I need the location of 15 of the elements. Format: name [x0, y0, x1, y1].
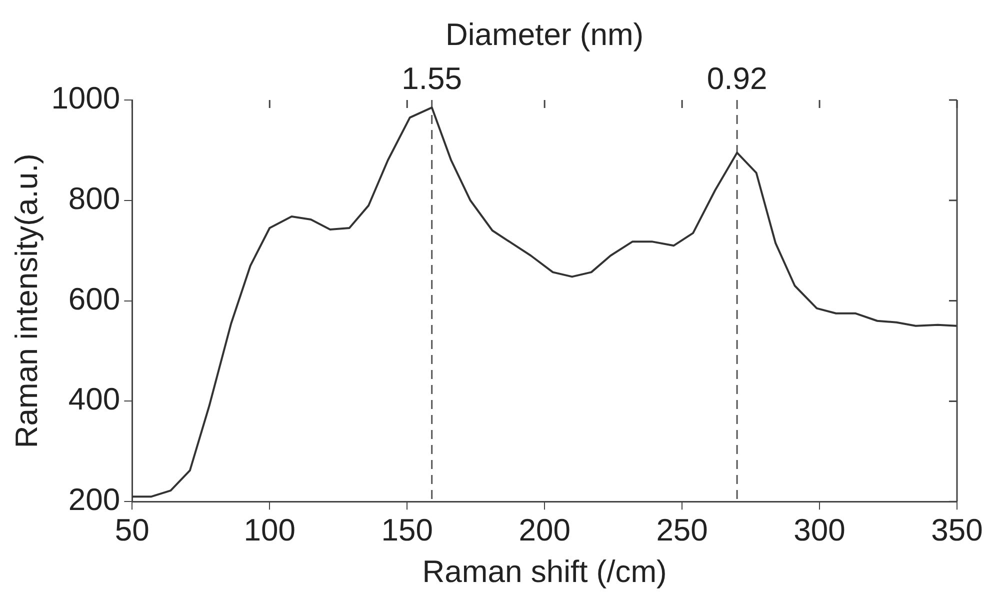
text: 1.55 [402, 61, 462, 96]
x-tick-label: 150 [381, 512, 433, 548]
x-tick-label: 200 [518, 512, 570, 548]
y-tick-label: 800 [68, 180, 120, 216]
x-tick-label: 300 [794, 512, 846, 548]
x2-axis-title: Diameter (nm) [446, 17, 644, 52]
text: 0.92 [706, 61, 768, 96]
y-tick-label: 1000 [51, 80, 120, 116]
x-tick-label: 250 [656, 512, 708, 548]
y-tick-label: 600 [68, 281, 120, 316]
x-tick-label: 350 [931, 512, 983, 548]
x-tick-label: 100 [244, 512, 296, 548]
x-axis-title: Raman shift (/cm) [422, 554, 667, 589]
y-axis-title: Raman intensity(a.u.) [9, 153, 44, 448]
y-tick-label: 400 [68, 382, 120, 417]
